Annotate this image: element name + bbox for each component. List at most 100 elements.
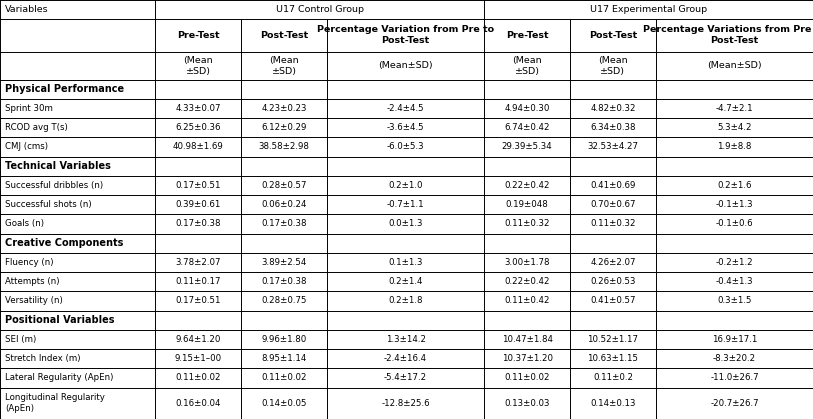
Text: 3.00±1.78: 3.00±1.78 [504, 258, 550, 267]
Text: 5.3±4.2: 5.3±4.2 [717, 123, 752, 132]
Text: 0.2±1.4: 0.2±1.4 [389, 277, 423, 286]
Text: -0.1±0.6: -0.1±0.6 [715, 220, 754, 228]
Text: 9.15±1–00: 9.15±1–00 [175, 354, 222, 363]
Text: 0.17±0.51: 0.17±0.51 [176, 296, 221, 305]
Text: 0.0±1.3: 0.0±1.3 [389, 220, 423, 228]
Text: 0.41±0.69: 0.41±0.69 [590, 181, 636, 190]
Text: 10.37±1.20: 10.37±1.20 [502, 354, 553, 363]
Text: 0.11±0.32: 0.11±0.32 [590, 220, 636, 228]
Text: -0.4±1.3: -0.4±1.3 [715, 277, 754, 286]
Text: Lateral Regularity (ApEn): Lateral Regularity (ApEn) [5, 373, 113, 383]
Text: Successful dribbles (n): Successful dribbles (n) [5, 181, 103, 190]
Text: Percentage Variation from Pre to
Post-Test: Percentage Variation from Pre to Post-Te… [317, 25, 494, 45]
Text: 0.17±0.38: 0.17±0.38 [261, 220, 307, 228]
Text: (Mean±SD): (Mean±SD) [378, 61, 433, 70]
Text: -0.7±1.1: -0.7±1.1 [387, 200, 424, 209]
Text: -8.3±20.2: -8.3±20.2 [713, 354, 756, 363]
Text: U17 Experimental Group: U17 Experimental Group [590, 5, 707, 14]
Text: 0.22±0.42: 0.22±0.42 [504, 277, 550, 286]
Text: 3.89±2.54: 3.89±2.54 [262, 258, 307, 267]
Text: 0.11±0.02: 0.11±0.02 [176, 373, 221, 383]
Text: 3.78±2.07: 3.78±2.07 [176, 258, 221, 267]
Text: (Mean
±SD): (Mean ±SD) [598, 56, 628, 76]
Text: 1.9±8.8: 1.9±8.8 [717, 142, 752, 151]
Text: 10.63±1.15: 10.63±1.15 [588, 354, 638, 363]
Text: 0.11±0.17: 0.11±0.17 [176, 277, 221, 286]
Text: -12.8±25.6: -12.8±25.6 [381, 399, 430, 408]
Text: 0.17±0.38: 0.17±0.38 [176, 220, 221, 228]
Text: 0.17±0.51: 0.17±0.51 [176, 181, 221, 190]
Text: Positional Variables: Positional Variables [5, 315, 115, 325]
Text: 0.13±0.03: 0.13±0.03 [504, 399, 550, 408]
Text: 8.95±1.14: 8.95±1.14 [262, 354, 307, 363]
Text: -11.0±26.7: -11.0±26.7 [710, 373, 759, 383]
Text: 6.34±0.38: 6.34±0.38 [590, 123, 636, 132]
Text: -0.1±1.3: -0.1±1.3 [715, 200, 754, 209]
Text: 0.41±0.57: 0.41±0.57 [590, 296, 636, 305]
Text: 32.53±4.27: 32.53±4.27 [588, 142, 638, 151]
Text: 0.17±0.38: 0.17±0.38 [261, 277, 307, 286]
Text: 0.1±1.3: 0.1±1.3 [389, 258, 423, 267]
Text: Post-Test: Post-Test [260, 31, 308, 40]
Text: (Mean
±SD): (Mean ±SD) [184, 56, 213, 76]
Text: 0.28±0.57: 0.28±0.57 [261, 181, 307, 190]
Text: 0.2±1.8: 0.2±1.8 [389, 296, 423, 305]
Text: 6.74±0.42: 6.74±0.42 [504, 123, 550, 132]
Text: 16.9±17.1: 16.9±17.1 [711, 335, 757, 344]
Text: Stretch Index (m): Stretch Index (m) [5, 354, 80, 363]
Text: Longitudinal Regularity
(ApEn): Longitudinal Regularity (ApEn) [5, 393, 105, 413]
Text: 0.06±0.24: 0.06±0.24 [261, 200, 307, 209]
Text: Sprint 30m: Sprint 30m [5, 104, 53, 113]
Text: Successful shots (n): Successful shots (n) [5, 200, 92, 209]
Text: Attempts (n): Attempts (n) [5, 277, 59, 286]
Text: 10.52±1.17: 10.52±1.17 [588, 335, 638, 344]
Text: 0.28±0.75: 0.28±0.75 [261, 296, 307, 305]
Text: 0.11±0.2: 0.11±0.2 [593, 373, 633, 383]
Text: CMJ (cms): CMJ (cms) [5, 142, 48, 151]
Text: Variables: Variables [5, 5, 49, 14]
Text: 1.3±14.2: 1.3±14.2 [385, 335, 425, 344]
Text: 4.26±2.07: 4.26±2.07 [590, 258, 636, 267]
Text: Technical Variables: Technical Variables [5, 161, 111, 171]
Text: 0.26±0.53: 0.26±0.53 [590, 277, 636, 286]
Text: 4.94±0.30: 4.94±0.30 [504, 104, 550, 113]
Text: 0.14±0.05: 0.14±0.05 [261, 399, 307, 408]
Text: -0.2±1.2: -0.2±1.2 [715, 258, 754, 267]
Text: Physical Performance: Physical Performance [5, 84, 124, 94]
Text: 40.98±1.69: 40.98±1.69 [173, 142, 224, 151]
Text: (Mean
±SD): (Mean ±SD) [512, 56, 542, 76]
Text: 4.33±0.07: 4.33±0.07 [176, 104, 221, 113]
Text: 0.14±0.13: 0.14±0.13 [590, 399, 636, 408]
Text: -20.7±26.7: -20.7±26.7 [710, 399, 759, 408]
Text: 0.39±0.61: 0.39±0.61 [176, 200, 221, 209]
Text: 9.96±1.80: 9.96±1.80 [262, 335, 307, 344]
Text: 0.22±0.42: 0.22±0.42 [504, 181, 550, 190]
Text: 0.2±1.6: 0.2±1.6 [717, 181, 752, 190]
Text: -4.7±2.1: -4.7±2.1 [715, 104, 754, 113]
Text: 0.16±0.04: 0.16±0.04 [176, 399, 221, 408]
Text: 29.39±5.34: 29.39±5.34 [502, 142, 553, 151]
Text: 0.11±0.32: 0.11±0.32 [504, 220, 550, 228]
Text: Goals (n): Goals (n) [5, 220, 44, 228]
Text: 4.23±0.23: 4.23±0.23 [261, 104, 307, 113]
Text: 6.12±0.29: 6.12±0.29 [262, 123, 307, 132]
Text: 0.11±0.42: 0.11±0.42 [504, 296, 550, 305]
Text: 0.3±1.5: 0.3±1.5 [717, 296, 752, 305]
Text: 38.58±2.98: 38.58±2.98 [259, 142, 310, 151]
Text: 0.2±1.0: 0.2±1.0 [389, 181, 423, 190]
Text: 0.11±0.02: 0.11±0.02 [504, 373, 550, 383]
Text: (Mean
±SD): (Mean ±SD) [269, 56, 299, 76]
Text: Percentage Variations from Pre to
Post-Test: Percentage Variations from Pre to Post-T… [643, 25, 813, 45]
Text: -5.4±17.2: -5.4±17.2 [384, 373, 427, 383]
Text: SEI (m): SEI (m) [5, 335, 36, 344]
Text: -2.4±16.4: -2.4±16.4 [384, 354, 427, 363]
Text: 0.11±0.02: 0.11±0.02 [261, 373, 307, 383]
Text: (Mean±SD): (Mean±SD) [707, 61, 762, 70]
Text: Fluency (n): Fluency (n) [5, 258, 54, 267]
Text: 9.64±1.20: 9.64±1.20 [176, 335, 221, 344]
Text: RCOD avg T(s): RCOD avg T(s) [5, 123, 67, 132]
Text: -3.6±4.5: -3.6±4.5 [387, 123, 424, 132]
Text: Versatility (n): Versatility (n) [5, 296, 63, 305]
Text: 6.25±0.36: 6.25±0.36 [176, 123, 221, 132]
Text: 4.82±0.32: 4.82±0.32 [590, 104, 636, 113]
